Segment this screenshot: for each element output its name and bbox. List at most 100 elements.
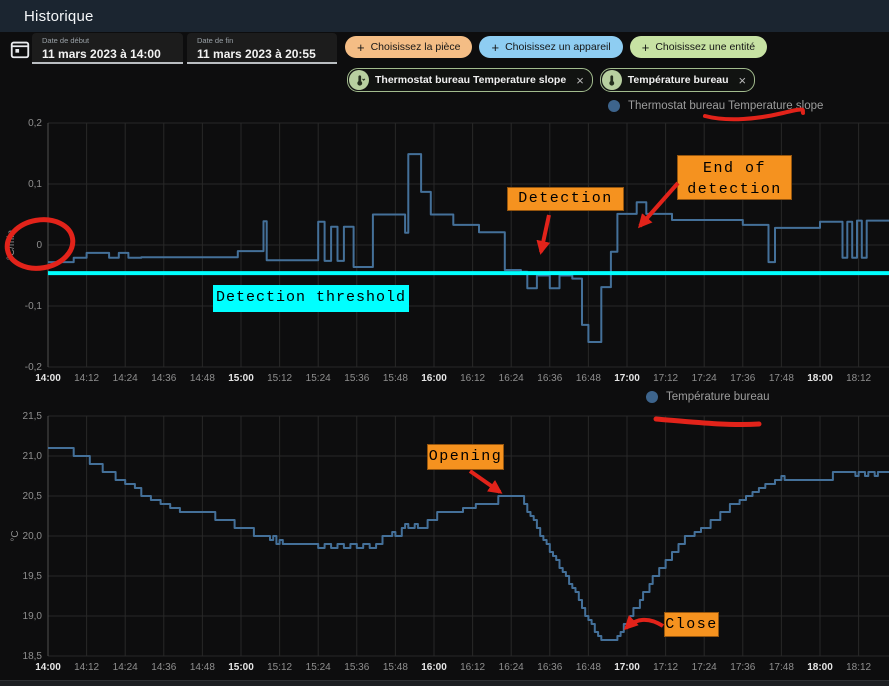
date-start-value: 11 mars 2023 à 14:00 [42, 47, 161, 61]
svg-text:14:12: 14:12 [74, 373, 99, 384]
opening-arrow [468, 469, 503, 494]
date-start-field[interactable]: Date de début 11 mars 2023 à 14:00 [32, 33, 183, 64]
date-start-label: Date de début [42, 36, 90, 45]
choose-device-label: Choisissez un appareil [505, 41, 611, 53]
svg-text:14:48: 14:48 [190, 662, 215, 673]
calendar-icon[interactable] [8, 38, 32, 62]
svg-text:16:36: 16:36 [537, 373, 562, 384]
legend-label: Température bureau [666, 391, 770, 403]
svg-text:-0,2: -0,2 [25, 362, 43, 373]
svg-text:15:48: 15:48 [383, 662, 408, 673]
svg-text:15:12: 15:12 [267, 373, 292, 384]
svg-text:19,0: 19,0 [23, 611, 43, 622]
svg-text:0,1: 0,1 [28, 179, 42, 190]
legend-top-chart[interactable]: Thermostat bureau Temperature slope [608, 100, 823, 112]
svg-text:16:24: 16:24 [499, 662, 524, 673]
date-end-value: 11 mars 2023 à 20:55 [197, 47, 316, 61]
entity-chips: Thermostat bureau Temperature slope × Te… [347, 68, 756, 92]
end-of-detection-arrow [638, 181, 680, 229]
picker-chips: + Choisissez la pièce + Choisissez un ap… [345, 36, 768, 58]
svg-text:°C/min: °C/min [6, 230, 17, 260]
close-icon[interactable]: × [738, 72, 747, 88]
opening-annotation: Opening [427, 444, 504, 470]
svg-text:14:24: 14:24 [113, 662, 138, 673]
svg-text:15:24: 15:24 [306, 373, 331, 384]
svg-text:17:48: 17:48 [769, 373, 794, 384]
svg-text:°C: °C [10, 530, 21, 541]
svg-text:18:00: 18:00 [807, 662, 833, 673]
choose-area-label: Choisissez la pièce [370, 41, 461, 53]
zero-circle-annotation [4, 217, 76, 271]
close-icon[interactable]: × [576, 72, 584, 88]
detection-annotation: Detection [507, 187, 624, 211]
end-of-detection-annotation: End of detection [677, 155, 792, 200]
svg-text:15:36: 15:36 [344, 662, 369, 673]
choose-area-chip[interactable]: + Choisissez la pièce [345, 36, 473, 58]
svg-text:17:00: 17:00 [614, 373, 640, 384]
next-card-edge [0, 680, 889, 686]
choose-device-chip[interactable]: + Choisissez un appareil [479, 36, 623, 58]
svg-text:17:12: 17:12 [653, 662, 678, 673]
svg-text:21,5: 21,5 [23, 411, 43, 422]
svg-text:16:48: 16:48 [576, 662, 601, 673]
svg-text:17:00: 17:00 [614, 662, 640, 673]
svg-text:14:36: 14:36 [151, 662, 176, 673]
svg-text:17:24: 17:24 [692, 373, 717, 384]
svg-text:20,0: 20,0 [23, 531, 43, 542]
svg-text:15:36: 15:36 [344, 373, 369, 384]
entity-chip-label: Température bureau [627, 74, 729, 86]
page-title: Historique [24, 7, 94, 25]
plus-icon: + [357, 39, 365, 55]
close-annotation: Close [664, 612, 719, 637]
legend-dot [646, 391, 658, 403]
svg-text:18,5: 18,5 [23, 651, 43, 662]
svg-text:16:48: 16:48 [576, 373, 601, 384]
svg-text:16:12: 16:12 [460, 662, 485, 673]
svg-text:14:00: 14:00 [35, 662, 61, 673]
svg-text:18:12: 18:12 [846, 373, 871, 384]
svg-text:0: 0 [36, 240, 42, 251]
svg-text:15:12: 15:12 [267, 662, 292, 673]
svg-text:15:24: 15:24 [306, 662, 331, 673]
svg-text:-0,1: -0,1 [25, 301, 43, 312]
svg-text:21,0: 21,0 [23, 451, 43, 462]
legend-bottom-chart[interactable]: Température bureau [646, 391, 770, 403]
svg-text:17:36: 17:36 [730, 373, 755, 384]
svg-text:18:00: 18:00 [807, 373, 833, 384]
svg-text:15:00: 15:00 [228, 373, 254, 384]
entity-chip-temperature-bureau[interactable]: Température bureau × [599, 68, 756, 92]
date-end-label: Date de fin [197, 36, 234, 45]
detection-threshold-annotation: Detection threshold [213, 285, 409, 312]
svg-text:17:12: 17:12 [653, 373, 678, 384]
svg-text:16:00: 16:00 [421, 373, 447, 384]
svg-text:14:24: 14:24 [113, 373, 138, 384]
svg-text:18:12: 18:12 [846, 662, 871, 673]
svg-text:17:48: 17:48 [769, 662, 794, 673]
svg-text:15:00: 15:00 [228, 662, 254, 673]
thermometer-chevron-icon [349, 70, 369, 90]
detection-arrow [536, 214, 551, 255]
legend-dot [608, 100, 620, 112]
svg-text:14:36: 14:36 [151, 373, 176, 384]
close-arrow [623, 615, 665, 631]
choose-entity-chip[interactable]: + Choisissez une entité [629, 36, 768, 58]
entity-chip-thermostat-slope[interactable]: Thermostat bureau Temperature slope × [347, 68, 593, 92]
legend-underline-bottom-annotation [653, 416, 762, 428]
svg-text:19,5: 19,5 [23, 571, 43, 582]
thermometer-icon [601, 70, 622, 90]
svg-text:17:36: 17:36 [730, 662, 755, 673]
svg-text:16:00: 16:00 [421, 662, 447, 673]
svg-text:16:24: 16:24 [499, 373, 524, 384]
date-end-field[interactable]: Date de fin 11 mars 2023 à 20:55 [187, 33, 337, 64]
svg-text:20,5: 20,5 [23, 491, 43, 502]
plus-icon: + [641, 39, 650, 55]
svg-text:14:12: 14:12 [74, 662, 99, 673]
svg-text:14:00: 14:00 [35, 373, 61, 384]
svg-text:0,2: 0,2 [28, 118, 42, 129]
svg-text:15:48: 15:48 [383, 373, 408, 384]
svg-text:16:12: 16:12 [460, 373, 485, 384]
plus-icon: + [491, 39, 500, 55]
legend-label: Thermostat bureau Temperature slope [628, 100, 824, 112]
svg-text:16:36: 16:36 [537, 662, 562, 673]
